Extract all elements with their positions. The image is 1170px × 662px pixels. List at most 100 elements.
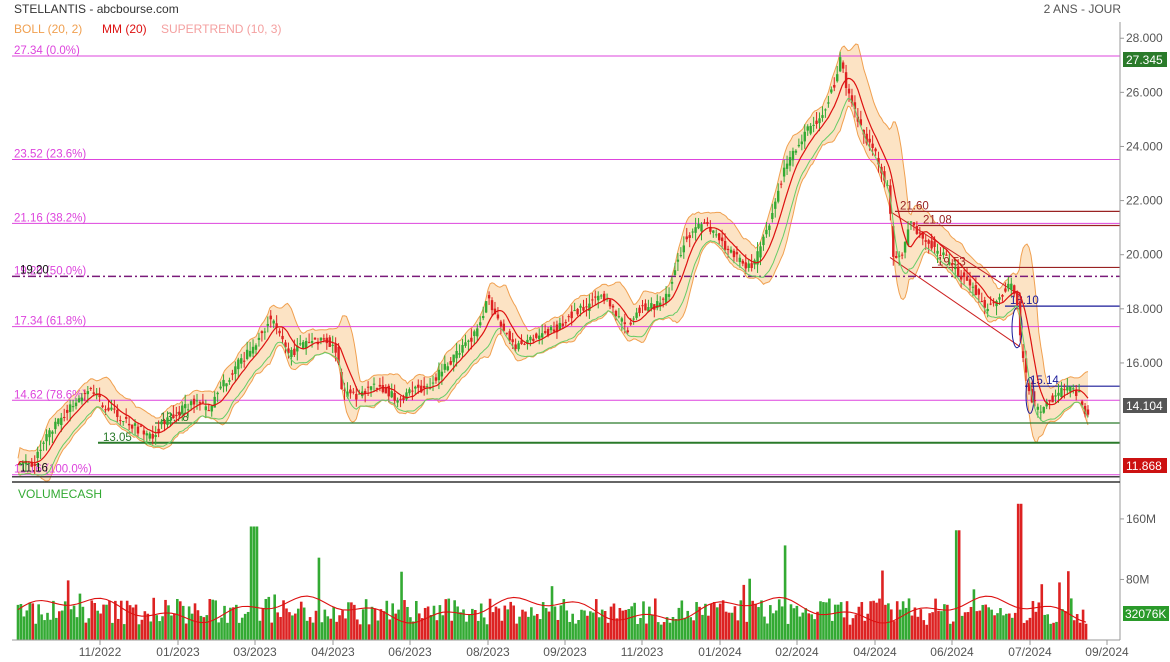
candle-body (1057, 392, 1060, 396)
volume-bar (665, 617, 669, 640)
candle-body (269, 315, 272, 320)
volume-bar (456, 606, 459, 640)
candle-body (918, 232, 922, 234)
volume-bar (718, 603, 722, 640)
candle-body (632, 318, 635, 320)
volume-bar (1002, 615, 1005, 640)
candle-body (1072, 388, 1075, 390)
volume-bar (232, 607, 235, 640)
volume-bar (860, 602, 864, 640)
legend-supertrend[interactable]: SUPERTREND (10, 3) (161, 22, 281, 36)
candle-body (437, 369, 441, 381)
y-tick-label: 20.000 (1126, 248, 1163, 262)
candle-body (189, 401, 193, 406)
candle-body (532, 338, 535, 341)
candle-body (794, 150, 798, 153)
volume-bar (58, 611, 61, 640)
volume-bar (173, 613, 176, 640)
volume-bar (314, 610, 318, 640)
volume-bar (904, 607, 908, 640)
volume-bar (512, 605, 515, 640)
candle-body (564, 322, 567, 324)
volume-bar (828, 598, 831, 640)
volume-bar (249, 526, 253, 640)
volume-bar (255, 526, 259, 640)
candle-body (900, 254, 904, 256)
volume-bar (220, 617, 223, 640)
candle-body (611, 305, 615, 308)
volume-bar (1061, 609, 1064, 640)
volume-bar (869, 601, 872, 640)
volume-tick-label: 80M (1126, 572, 1149, 586)
volume-bar (16, 604, 20, 640)
volume-bar (468, 614, 471, 640)
candle-body (850, 95, 854, 104)
x-tick-label: 04/2024 (853, 645, 897, 659)
volume-bar (594, 599, 598, 640)
candle-body (561, 323, 565, 326)
candle-body (697, 223, 700, 229)
volume-bar (1034, 611, 1038, 640)
candle-body (635, 312, 638, 318)
volume-bar (769, 605, 772, 640)
legend-boll[interactable]: BOLL (20, 2) (14, 22, 82, 36)
volume-bar (757, 607, 760, 640)
moving-average-line (17, 77, 1089, 466)
candle-body (204, 406, 208, 411)
candle-body (195, 400, 199, 402)
volume-bar (630, 606, 633, 640)
volume-bar (541, 602, 545, 640)
volume-bar (311, 622, 315, 640)
volume-bar (214, 600, 217, 640)
candle-body (962, 272, 966, 278)
candle-body (1066, 387, 1069, 391)
candle-body (363, 390, 367, 394)
volume-bar (364, 599, 368, 640)
y-tick-label: 26.000 (1126, 85, 1163, 99)
volume-bar (515, 623, 518, 640)
price-badge-low: 11.868 (1123, 458, 1167, 473)
candle-body (720, 237, 724, 242)
volume-bar (444, 599, 448, 640)
volume-bar (22, 616, 26, 640)
candle-body (334, 344, 337, 353)
candle-body (411, 390, 414, 392)
candle-body (387, 385, 390, 397)
volume-bar (60, 610, 64, 640)
volume-bar (919, 609, 923, 640)
volume-bar (149, 621, 153, 640)
candle-body (1015, 292, 1019, 305)
candle-body (732, 250, 736, 258)
candle-body (638, 307, 641, 314)
candle-body (1083, 405, 1087, 414)
volume-bar (671, 616, 675, 640)
candle-body (1027, 383, 1031, 392)
candle-body (290, 349, 293, 358)
candle-body (546, 328, 550, 336)
candle-body (738, 257, 742, 263)
candle-body (390, 391, 393, 398)
candle-body (104, 409, 107, 411)
volume-bar (822, 602, 825, 640)
volume-bar (1067, 571, 1070, 640)
volume-bar (332, 606, 335, 640)
candle-body (505, 332, 508, 334)
volume-bar (49, 619, 52, 640)
volume-bar (31, 603, 35, 640)
candle-body (718, 233, 721, 241)
y-tick-label: 16.000 (1126, 356, 1163, 370)
volume-bar (836, 604, 840, 640)
volume-bar (500, 620, 504, 640)
candle-body (555, 324, 559, 333)
legend-mm[interactable]: MM (20) (102, 22, 147, 36)
candle-body (647, 307, 650, 312)
candle-body (597, 295, 600, 301)
volume-bar (37, 604, 40, 640)
candle-body (567, 316, 570, 318)
x-tick-label: 08/2023 (466, 645, 510, 659)
volume-bar (783, 545, 787, 640)
volume-bar (689, 617, 692, 640)
volume-bar (833, 604, 837, 640)
fib-label: 27.34 (0.0%) (14, 45, 80, 57)
volume-bar (1055, 621, 1058, 640)
